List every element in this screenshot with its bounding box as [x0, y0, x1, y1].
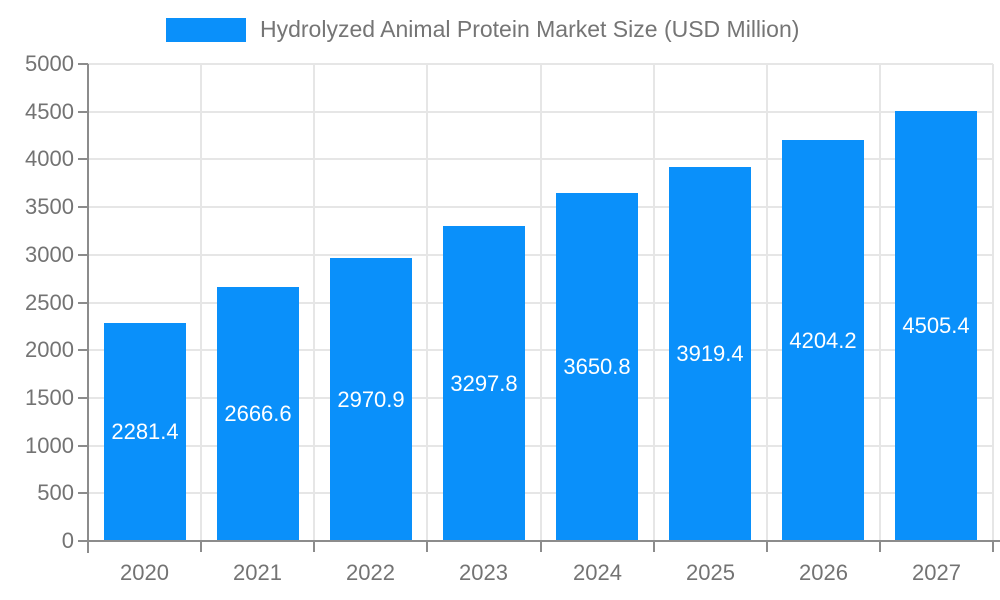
bar[interactable]: 3919.4 [669, 167, 751, 541]
y-tick [78, 445, 88, 447]
y-axis-tick-label: 5000 [25, 51, 74, 76]
x-gridline [879, 64, 881, 541]
y-tick [78, 302, 88, 304]
x-gridline [653, 64, 655, 541]
x-tick [313, 541, 315, 552]
bar-value-label: 2281.4 [111, 419, 179, 444]
legend-label: Hydrolyzed Animal Protein Market Size (U… [260, 16, 800, 42]
x-tick [992, 541, 994, 552]
bar[interactable]: 2970.9 [330, 258, 412, 541]
bar-value-label: 4204.2 [789, 327, 857, 353]
x-tick [766, 541, 768, 552]
bar-value-label: 3297.8 [450, 370, 518, 396]
legend-swatch [166, 17, 246, 42]
bar[interactable]: 4505.4 [895, 111, 977, 541]
y-axis-line [87, 64, 89, 553]
y-axis-tick-label: 2500 [25, 290, 74, 315]
y-axis-tick-label: 3500 [25, 194, 74, 219]
bar-value-label: 4505.4 [902, 313, 970, 338]
x-gridline [426, 64, 428, 541]
y-tick [78, 206, 88, 208]
y-tick [78, 254, 88, 256]
y-tick [78, 397, 88, 399]
bar[interactable]: 4204.2 [782, 140, 864, 541]
x-tick [200, 541, 202, 552]
bar-value-label: 3919.4 [676, 341, 744, 366]
x-axis-tick-label: 2020 [120, 560, 169, 585]
y-axis-tick-label: 4000 [25, 146, 74, 171]
bar-value-label: 2666.6 [224, 401, 292, 426]
x-gridline [540, 64, 542, 541]
y-axis-tick-label: 3000 [25, 242, 74, 267]
bar[interactable]: 2281.4 [104, 323, 186, 541]
x-tick [426, 541, 428, 552]
x-axis-tick-label: 2023 [459, 560, 508, 585]
legend[interactable]: Hydrolyzed Animal Protein Market Size (U… [166, 16, 799, 43]
x-axis-line [78, 540, 1000, 542]
x-tick [879, 541, 881, 552]
bar-value-label: 3650.8 [563, 354, 631, 379]
x-tick [540, 541, 542, 552]
y-tick [78, 349, 88, 351]
bar[interactable]: 3650.8 [556, 193, 638, 541]
x-axis-tick-label: 2024 [573, 560, 622, 585]
y-axis-tick-label: 4500 [25, 99, 74, 124]
y-tick [78, 158, 88, 160]
y-axis-tick-label: 1500 [25, 385, 74, 410]
y-tick [78, 63, 88, 65]
bar[interactable]: 2666.6 [217, 287, 299, 541]
x-axis-tick-label: 2022 [346, 560, 395, 585]
y-axis-tick-label: 0 [61, 528, 74, 553]
x-axis-tick-label: 2021 [233, 560, 282, 585]
y-tick [78, 111, 88, 113]
x-gridline [200, 64, 202, 541]
x-gridline [313, 64, 315, 541]
x-gridline [992, 64, 994, 541]
x-axis-tick-label: 2025 [686, 560, 735, 585]
y-axis-tick-label: 1000 [25, 433, 74, 458]
y-tick [78, 492, 88, 494]
y-axis-tick-label: 500 [37, 480, 74, 505]
x-axis-tick-label: 2026 [799, 560, 848, 585]
y-axis-tick-label: 2000 [25, 337, 74, 362]
x-tick [653, 541, 655, 552]
x-gridline [766, 64, 768, 541]
x-axis-tick-label: 2027 [912, 560, 961, 585]
bar[interactable]: 3297.8 [443, 226, 525, 541]
bar-value-label: 2970.9 [337, 386, 405, 412]
